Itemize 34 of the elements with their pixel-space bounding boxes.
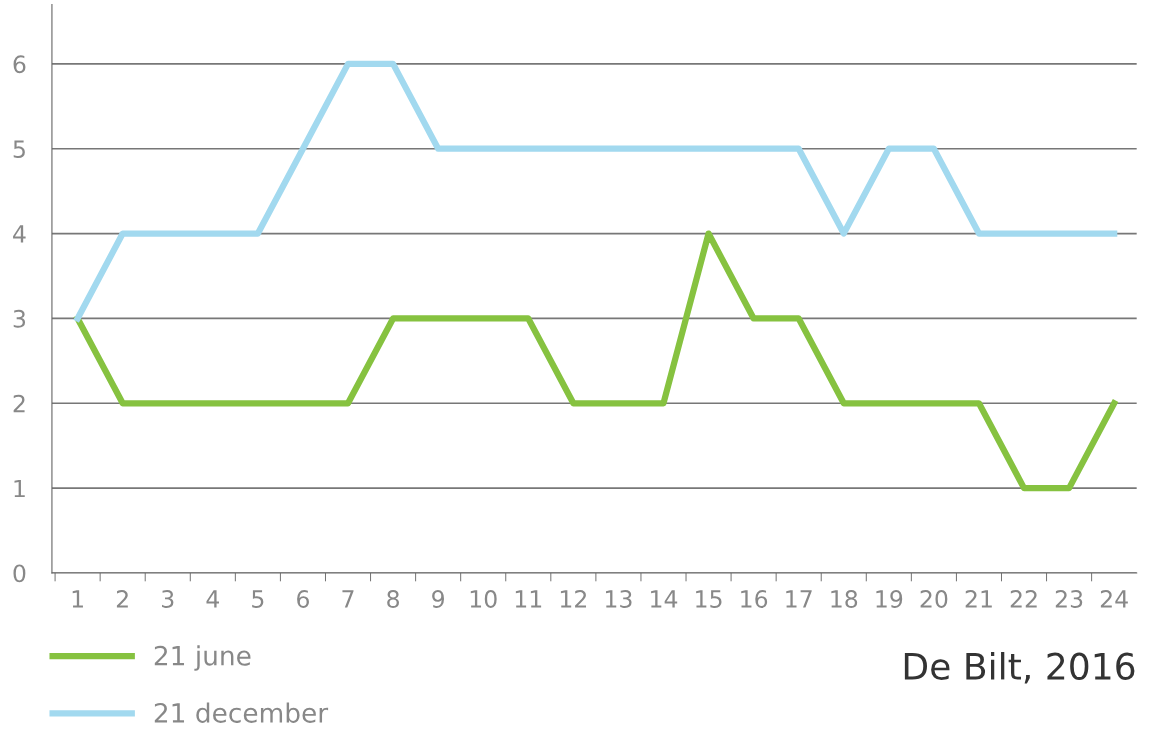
x-tick-label: 14: [651, 590, 678, 608]
x-tick-label: 20: [920, 590, 948, 608]
x-tick-label: 24: [1100, 590, 1128, 608]
x-tick-label: 17: [786, 590, 812, 608]
x-tick-label: 11: [515, 590, 542, 608]
x-tick-label: 21: [965, 590, 992, 608]
x-tick-label: 7: [342, 590, 354, 608]
y-tick-label: 0: [13, 564, 26, 583]
y-tick-label: 6: [13, 55, 26, 74]
x-tick-label: 18: [831, 590, 858, 608]
x-tick-label: 1: [72, 590, 83, 608]
x-tick-label: 5: [252, 590, 264, 608]
y-tick-label: 2: [13, 394, 25, 413]
x-tick-label: 13: [605, 590, 632, 608]
y-tick-label: 3: [13, 309, 26, 328]
x-tick-label: 22: [1010, 590, 1037, 608]
x-tick-label: 10: [470, 590, 497, 608]
x-tick-label: 6: [297, 590, 309, 608]
text: De Bilt, 2016: [904, 651, 1135, 684]
y-tick-label: 1: [14, 479, 25, 498]
legend-label: 21 june: [154, 645, 251, 671]
x-tick-label: 12: [560, 590, 587, 608]
y-tick-label: 5: [13, 140, 25, 159]
legend-label: 21 december: [154, 702, 329, 723]
y-tick-label: 4: [13, 225, 26, 243]
x-tick-label: 2: [116, 590, 128, 608]
x-tick-label: 23: [1055, 590, 1083, 608]
x-tick-label: 9: [432, 590, 444, 608]
x-tick-label: 3: [162, 590, 174, 608]
x-tick-label: 15: [696, 590, 722, 608]
x-tick-label: 8: [387, 590, 399, 608]
x-tick-label: 4: [206, 590, 220, 608]
x-tick-label: 19: [876, 590, 903, 608]
x-tick-label: 16: [741, 590, 768, 608]
